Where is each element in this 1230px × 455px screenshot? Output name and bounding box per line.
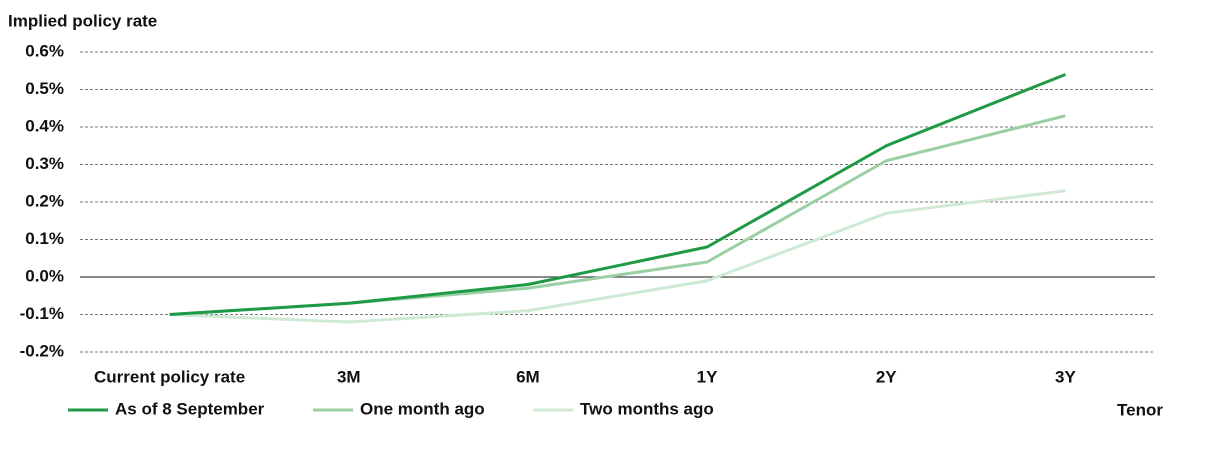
y-tick-label: -0.2% bbox=[20, 341, 64, 360]
y-tick-label: 0.0% bbox=[25, 266, 64, 285]
x-tick-label: Current policy rate bbox=[94, 367, 245, 386]
series-line bbox=[169, 189, 1066, 324]
y-tick-label: 0.4% bbox=[25, 116, 64, 135]
x-tick-label: 3M bbox=[337, 367, 361, 386]
legend-label: One month ago bbox=[360, 399, 485, 418]
y-tick-label: 0.1% bbox=[25, 229, 64, 248]
x-tick-label: 2Y bbox=[876, 367, 897, 386]
x-tick-label: 3Y bbox=[1055, 367, 1076, 386]
y-tick-label: 0.5% bbox=[25, 79, 64, 98]
series-line bbox=[169, 73, 1066, 316]
x-tick-label: 6M bbox=[516, 367, 540, 386]
y-tick-label: 0.2% bbox=[25, 191, 64, 210]
x-tick-label: 1Y bbox=[697, 367, 718, 386]
y-axis-label: Implied policy rate bbox=[8, 11, 157, 30]
legend-label: Two months ago bbox=[580, 399, 714, 418]
series-line bbox=[169, 114, 1066, 316]
y-tick-label: 0.3% bbox=[25, 154, 64, 173]
x-axis-label: Tenor bbox=[1117, 400, 1163, 419]
y-tick-label: -0.1% bbox=[20, 304, 64, 323]
legend-label: As of 8 September bbox=[115, 399, 265, 418]
y-tick-label: 0.6% bbox=[25, 41, 64, 60]
